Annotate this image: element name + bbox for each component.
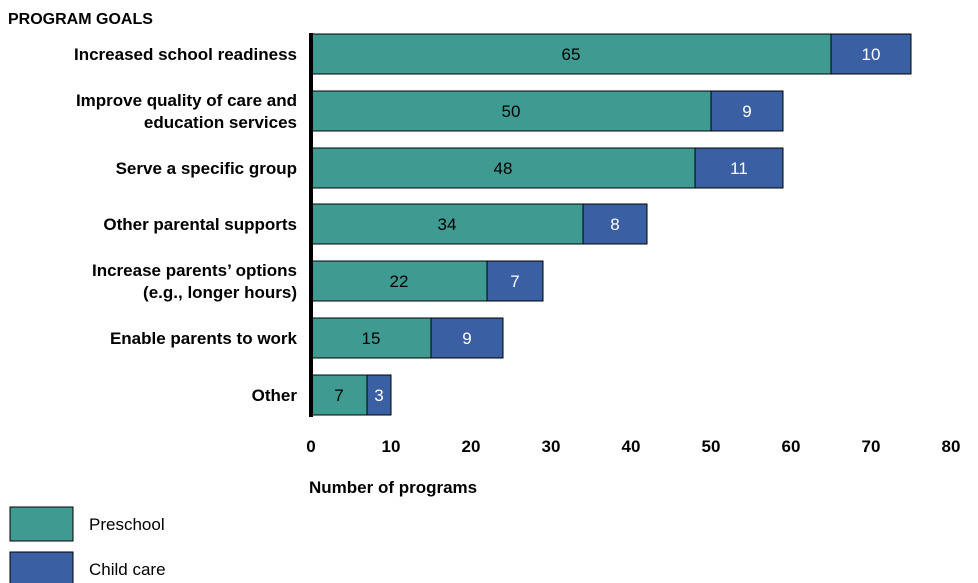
data-label-preschool-3: 34: [438, 215, 457, 234]
legend-label-preschool: Preschool: [89, 515, 165, 534]
category-label-3: Other parental supports: [103, 215, 297, 234]
bar-child-care-6: [366, 374, 392, 416]
x-tick-label-10: 10: [382, 437, 401, 456]
bar-child-care-1: [710, 90, 784, 132]
legend: Preschool Child care: [9, 506, 166, 583]
bar-preschool-6: [310, 374, 368, 416]
category-label-2: Serve a specific group: [116, 159, 297, 178]
x-tick-label-60: 60: [782, 437, 801, 456]
bar-child-care-0: [830, 33, 912, 75]
category-label-5: Enable parents to work: [110, 329, 298, 348]
x-axis-label: Number of programs: [309, 478, 477, 497]
data-label-child-care-4: 7: [510, 272, 519, 291]
x-axis-ticks: 0 10 20 30 40 50 60 70 80: [306, 437, 960, 456]
legend-label-child-care: Child care: [89, 560, 166, 579]
bar-child-care-5: [430, 317, 504, 359]
category-label-6: Other: [252, 386, 298, 405]
x-tick-label-40: 40: [622, 437, 641, 456]
bar-preschool-2: [310, 147, 696, 189]
data-label-child-care-3: 8: [610, 215, 619, 234]
x-tick-label-80: 80: [942, 437, 961, 456]
data-label-child-care-1: 9: [742, 102, 751, 121]
data-label-preschool-6: 7: [334, 386, 343, 405]
data-label-preschool-2: 48: [494, 159, 513, 178]
category-label-1-line-1: education services: [144, 113, 297, 132]
data-label-preschool-1: 50: [502, 102, 521, 121]
data-label-preschool-4: 22: [390, 272, 409, 291]
data-label-preschool-0: 65: [562, 45, 581, 64]
x-tick-label-30: 30: [542, 437, 561, 456]
category-labels: Increased school readiness Improve qualit…: [74, 45, 298, 405]
bar-child-care-3: [582, 203, 648, 245]
category-label-4-line-1: (e.g., longer hours): [143, 283, 297, 302]
bar-child-care-2: [694, 147, 784, 189]
bar-child-care-4: [486, 260, 544, 302]
bar-preschool-3: [310, 203, 584, 245]
x-tick-label-70: 70: [862, 437, 881, 456]
data-label-child-care-2: 11: [730, 159, 748, 178]
category-label-1-line-0: Improve quality of care and: [76, 91, 297, 110]
legend-swatch-child-care: [9, 551, 74, 583]
data-label-child-care-5: 9: [462, 329, 471, 348]
data-label-child-care-6: 3: [374, 386, 383, 405]
x-tick-label-0: 0: [306, 437, 315, 456]
x-tick-label-20: 20: [462, 437, 481, 456]
x-tick-label-50: 50: [702, 437, 721, 456]
data-label-preschool-5: 15: [362, 329, 381, 348]
bar-preschool-1: [310, 90, 712, 132]
bar-preschool-0: [310, 33, 832, 75]
legend-swatch-preschool: [9, 506, 74, 542]
data-label-child-care-0: 10: [862, 45, 881, 64]
bars-layer: 65 10 50 9 48 11 34 8 22 7 15 9 7 3: [310, 33, 912, 416]
category-label-0: Increased school readiness: [74, 45, 297, 64]
category-label-4-line-0: Increase parents’ options: [92, 261, 297, 280]
chart-title: PROGRAM GOALS: [8, 11, 153, 28]
